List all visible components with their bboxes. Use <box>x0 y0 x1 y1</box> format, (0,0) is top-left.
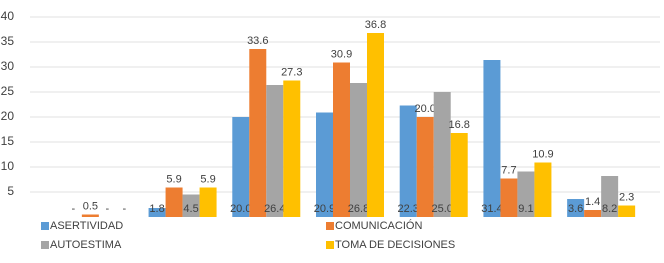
bar <box>165 187 183 217</box>
bar <box>232 117 250 217</box>
y-tick-label: 15 <box>1 134 15 148</box>
bar <box>534 162 552 217</box>
bar <box>283 80 301 217</box>
bar <box>333 62 350 217</box>
bar <box>584 210 602 217</box>
bar <box>182 194 200 217</box>
data-label: 26.8 <box>348 203 369 215</box>
legend-label: COMUNICACIÓN <box>335 219 422 232</box>
bar <box>350 83 367 217</box>
y-tick-label: 20 <box>1 109 15 123</box>
y-tick-label: 10 <box>1 159 15 173</box>
data-label: 10.9 <box>532 148 553 160</box>
data-label: 33.6 <box>247 35 268 47</box>
legend-swatch <box>326 241 334 249</box>
data-label: 1.8 <box>149 203 164 215</box>
data-label: - <box>106 203 110 215</box>
bar <box>450 133 468 217</box>
data-label: - <box>72 203 76 215</box>
y-tick-label: 40 <box>1 9 15 23</box>
data-label: 3.6 <box>568 203 583 215</box>
bar <box>433 92 451 217</box>
data-label: 25.0 <box>432 203 453 215</box>
legend-label: TOMA DE DECISIONES <box>335 239 455 251</box>
bar <box>148 208 166 217</box>
legend-label: AUTOESTIMA <box>50 239 122 251</box>
y-tick-label: 35 <box>1 34 15 48</box>
data-label: - <box>123 203 127 215</box>
data-label: 0.5 <box>83 200 98 212</box>
legend-label: ASERTIVIDAD <box>50 220 123 232</box>
data-label: 22.3 <box>398 203 419 215</box>
bar <box>601 176 619 217</box>
y-tick-label: 30 <box>1 59 15 73</box>
bar <box>316 112 333 217</box>
data-label: 5.9 <box>166 173 181 185</box>
bar <box>199 187 217 217</box>
data-label: 4.5 <box>183 203 198 215</box>
bar <box>618 205 636 217</box>
bar <box>399 105 417 217</box>
data-label: 26.4 <box>264 203 285 215</box>
legend-swatch <box>41 222 49 230</box>
data-label: 8.2 <box>602 203 617 215</box>
bar <box>483 60 501 217</box>
data-label: 31.4 <box>481 203 502 215</box>
data-label: 7.7 <box>501 164 516 176</box>
data-label: 9.1 <box>518 203 533 215</box>
data-label: 1.4 <box>585 196 600 208</box>
data-label: 20.0 <box>415 103 436 115</box>
data-label: 36.8 <box>365 19 386 31</box>
data-label: 20.9 <box>314 203 335 215</box>
y-tick-label: 5 <box>7 184 14 198</box>
data-label: 20.0 <box>230 203 251 215</box>
bar <box>500 178 518 217</box>
data-label: 2.3 <box>619 191 634 203</box>
data-label: 30.9 <box>331 48 352 60</box>
y-tick-label: 25 <box>1 84 15 98</box>
legend-swatch <box>326 222 334 230</box>
data-label: 27.3 <box>281 66 302 78</box>
data-label: 5.9 <box>200 173 215 185</box>
bar <box>416 117 434 217</box>
bar <box>517 171 535 217</box>
bar <box>266 85 284 217</box>
data-label: 16.8 <box>449 119 470 131</box>
legend-swatch <box>41 241 49 249</box>
bar <box>249 49 267 217</box>
bar <box>81 214 99 217</box>
bar <box>567 199 585 217</box>
bar <box>367 33 384 217</box>
